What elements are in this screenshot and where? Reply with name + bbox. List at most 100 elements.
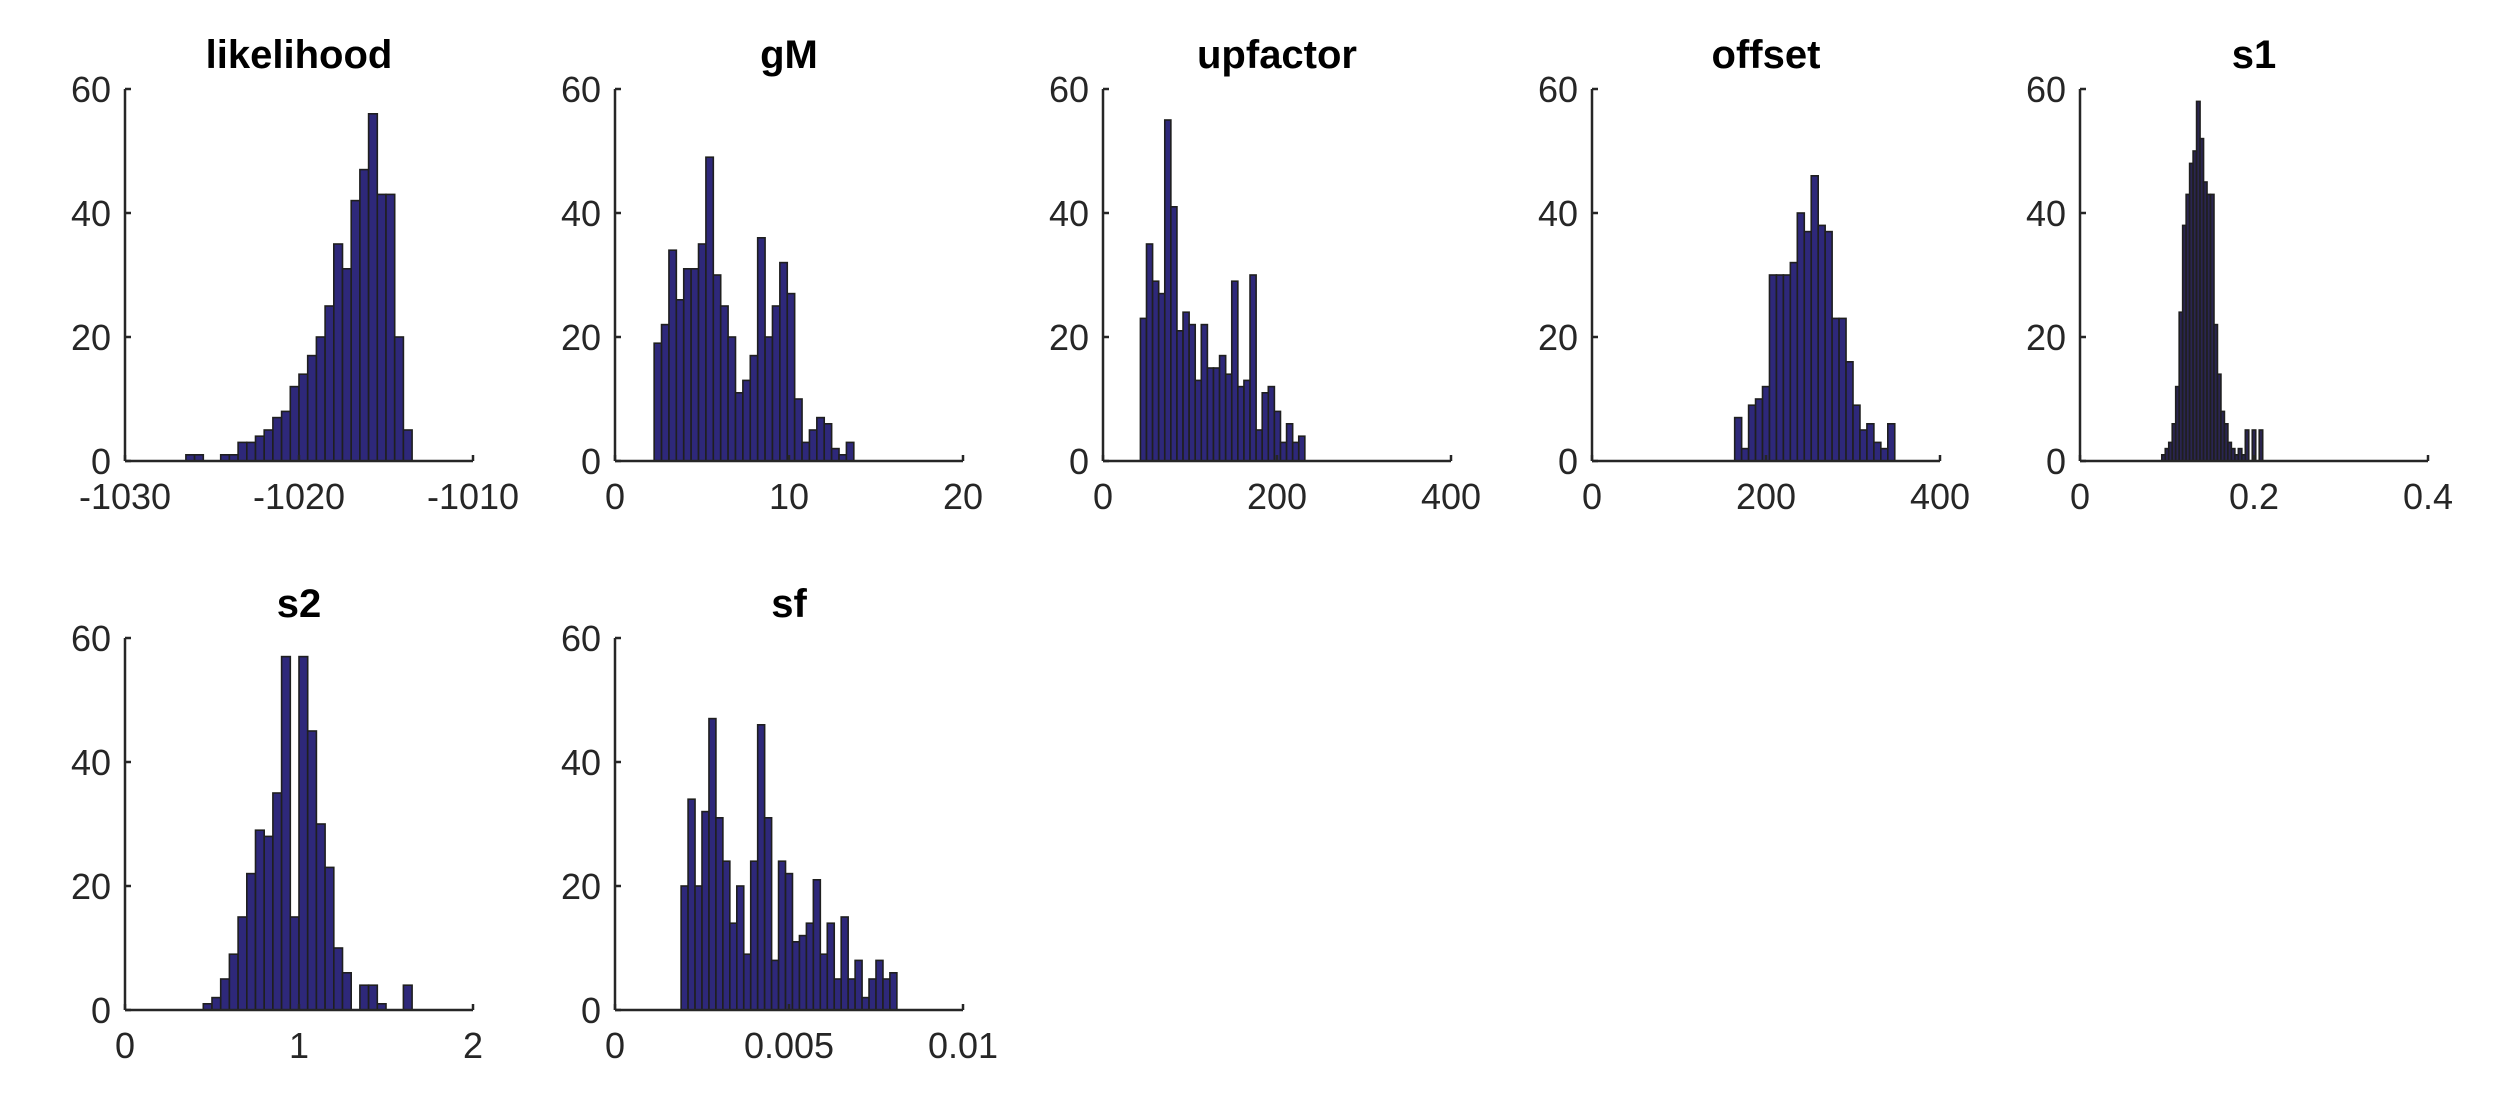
- bar: [359, 168, 370, 462]
- bar: [1740, 447, 1750, 462]
- x-tick-label: 400: [1421, 476, 1481, 517]
- bar: [868, 978, 877, 1011]
- y-tick-label: 60: [561, 69, 601, 110]
- bar: [771, 305, 781, 462]
- bar: [1775, 274, 1785, 462]
- y-tick-label: 60: [71, 69, 111, 110]
- bar: [1151, 280, 1160, 462]
- bar: [675, 298, 685, 462]
- bar: [2244, 429, 2250, 462]
- bar: [1810, 175, 1819, 462]
- bar: [1754, 398, 1764, 462]
- x-tick-label: 20: [943, 476, 983, 517]
- bar: [298, 655, 309, 1011]
- bar: [823, 422, 833, 462]
- subplot-title: s1: [2232, 33, 2277, 77]
- x-tick-label: 400: [1910, 476, 1970, 517]
- bar: [1249, 274, 1257, 462]
- bar: [682, 267, 692, 462]
- x-tick-label: 200: [1247, 476, 1307, 517]
- bar: [324, 305, 335, 462]
- bars: [653, 156, 855, 462]
- bar: [254, 829, 265, 1011]
- bar: [1261, 391, 1270, 462]
- bar: [324, 866, 335, 1011]
- y-tick-label: 40: [2026, 193, 2066, 234]
- bar: [1273, 410, 1282, 462]
- bar: [770, 959, 780, 1011]
- bar: [680, 885, 689, 1011]
- bar: [889, 971, 898, 1011]
- bar: [1279, 441, 1288, 462]
- bar: [1145, 243, 1154, 462]
- bar: [246, 872, 257, 1011]
- bar: [763, 816, 773, 1011]
- y-tick-label: 20: [1538, 317, 1578, 358]
- bar: [367, 113, 379, 462]
- bar: [1267, 385, 1276, 462]
- bar: [332, 243, 344, 462]
- bar: [719, 305, 729, 462]
- bars: [680, 717, 898, 1011]
- bar: [805, 922, 815, 1011]
- x-tick-label: 0.4: [2403, 476, 2453, 517]
- x-tick-label: -1020: [253, 476, 345, 517]
- y-tick-label: 60: [2026, 69, 2066, 110]
- bar: [705, 156, 715, 462]
- x-tick-label: 2: [463, 1025, 483, 1066]
- bar: [847, 978, 856, 1011]
- bar: [1880, 447, 1889, 462]
- bar: [359, 984, 370, 1011]
- bar: [1873, 441, 1882, 462]
- bar: [393, 336, 405, 462]
- x-tick-label: 200: [1736, 476, 1796, 517]
- bar: [1803, 230, 1813, 462]
- bar: [801, 441, 811, 462]
- bar: [1212, 367, 1221, 462]
- bar: [687, 798, 696, 1011]
- bar: [306, 354, 318, 462]
- bar: [660, 323, 670, 462]
- bar: [784, 872, 794, 1011]
- bar: [1255, 429, 1264, 462]
- x-tick-label: 0: [2070, 476, 2090, 517]
- bar: [756, 237, 766, 462]
- bar: [791, 940, 801, 1011]
- bar: [749, 860, 759, 1011]
- y-tick-label: 20: [561, 866, 601, 907]
- bar: [1200, 323, 1209, 462]
- bar: [289, 916, 300, 1011]
- bar: [840, 916, 849, 1011]
- bar: [1291, 441, 1300, 462]
- bar: [734, 391, 744, 462]
- y-tick-label: 60: [1049, 69, 1089, 110]
- subplot-s2: 0 20 40 60 0 1 2 s2: [71, 582, 483, 1066]
- bar: [219, 978, 231, 1011]
- bar: [779, 261, 789, 462]
- bar: [1817, 224, 1826, 462]
- y-tick-label: 40: [561, 193, 601, 234]
- bar: [280, 410, 292, 462]
- bar: [668, 249, 678, 462]
- bars: [2160, 100, 2264, 462]
- bar: [315, 336, 326, 462]
- bar: [402, 984, 413, 1011]
- y-tick-label: 0: [581, 441, 601, 482]
- bar: [742, 953, 752, 1011]
- bar: [246, 441, 257, 462]
- bar: [694, 885, 703, 1011]
- subplot-title: likelihood: [206, 33, 393, 77]
- bar: [350, 199, 361, 462]
- x-tick-label: 10: [769, 476, 809, 517]
- bar: [1170, 206, 1178, 462]
- bar: [237, 916, 248, 1011]
- bar: [793, 398, 803, 462]
- bar: [756, 723, 766, 1011]
- subplot-title: sf: [771, 582, 807, 626]
- y-tick-label: 0: [1069, 441, 1089, 482]
- bar: [861, 996, 870, 1011]
- bar: [1859, 429, 1868, 462]
- bar: [1237, 385, 1245, 462]
- subplot-title: gM: [760, 33, 818, 77]
- x-tick-label: -1030: [79, 476, 171, 517]
